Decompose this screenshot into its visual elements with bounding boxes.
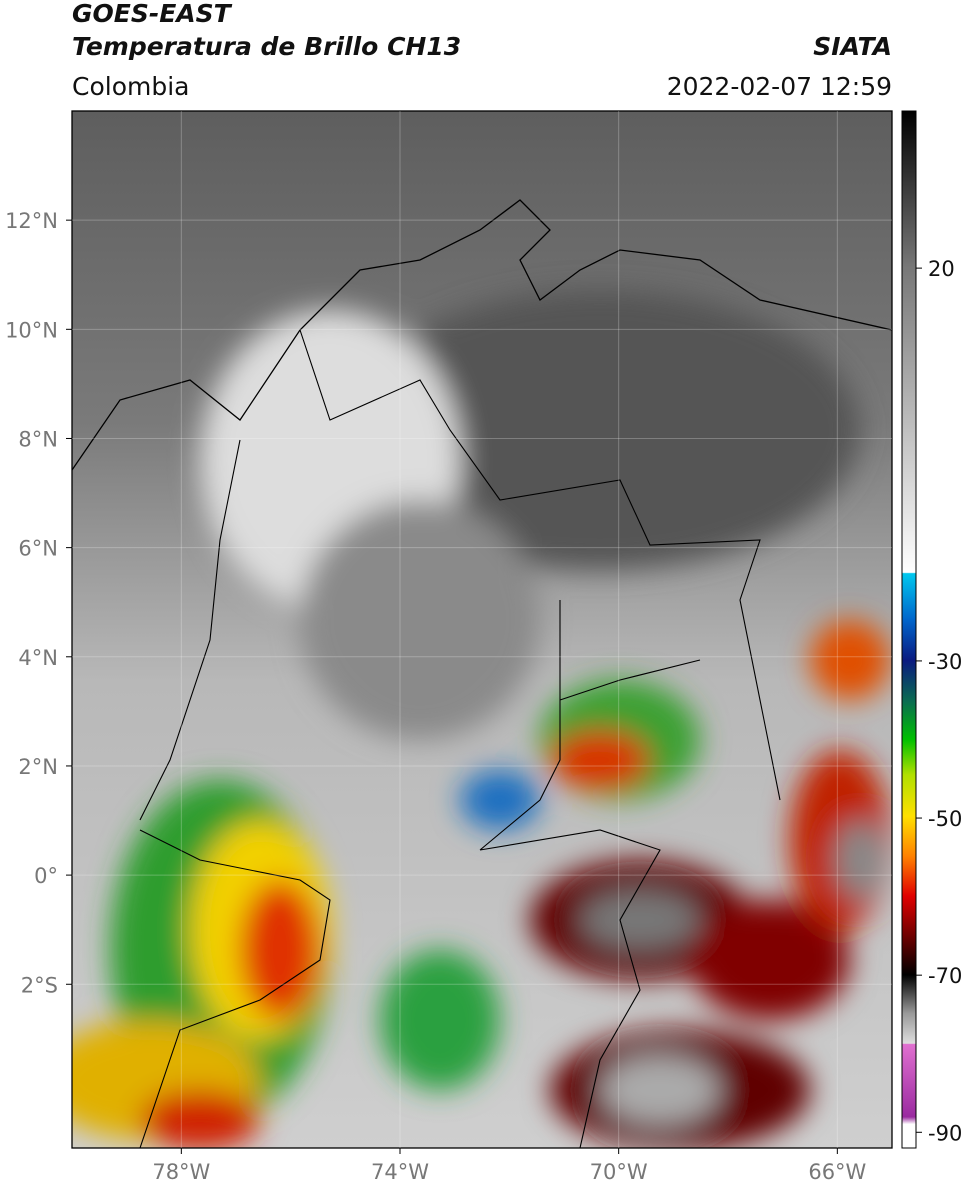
lat-tick-label: 12°N xyxy=(5,209,58,233)
colorbar-tick-label: -90 xyxy=(928,1121,962,1145)
colorbar-tick-label: -30 xyxy=(928,650,962,674)
lon-tick-label: 78°W xyxy=(152,1160,210,1184)
lat-tick-label: 4°N xyxy=(18,646,58,670)
lat-tick-label: 6°N xyxy=(18,537,58,561)
colorbar xyxy=(901,110,917,1149)
colorbar-tick-label: -50 xyxy=(928,807,962,831)
satellite: GOES-EAST xyxy=(72,0,233,28)
lat-tick-label: 2°S xyxy=(21,973,58,997)
lon-tick-label: 74°W xyxy=(371,1160,429,1184)
region: Colombia xyxy=(72,72,189,101)
product: Temperatura de Brillo CH13 xyxy=(72,32,461,61)
lat-tick-label: 2°N xyxy=(18,755,58,779)
lat-tick-label: 10°N xyxy=(5,318,58,342)
datetime: 2022-02-07 12:59 xyxy=(667,72,892,101)
lon-tick-label: 66°W xyxy=(808,1160,866,1184)
lat-tick-label: 8°N xyxy=(18,427,58,451)
satellite-image xyxy=(72,111,892,1148)
lon-tick-label: 70°W xyxy=(590,1160,648,1184)
source: SIATA xyxy=(813,32,892,61)
lat-tick-label: 0° xyxy=(34,864,58,888)
colorbar-tick-label: -70 xyxy=(928,964,962,988)
colorbar-tick-label: 20 xyxy=(928,257,955,281)
map-frame xyxy=(71,110,893,1149)
